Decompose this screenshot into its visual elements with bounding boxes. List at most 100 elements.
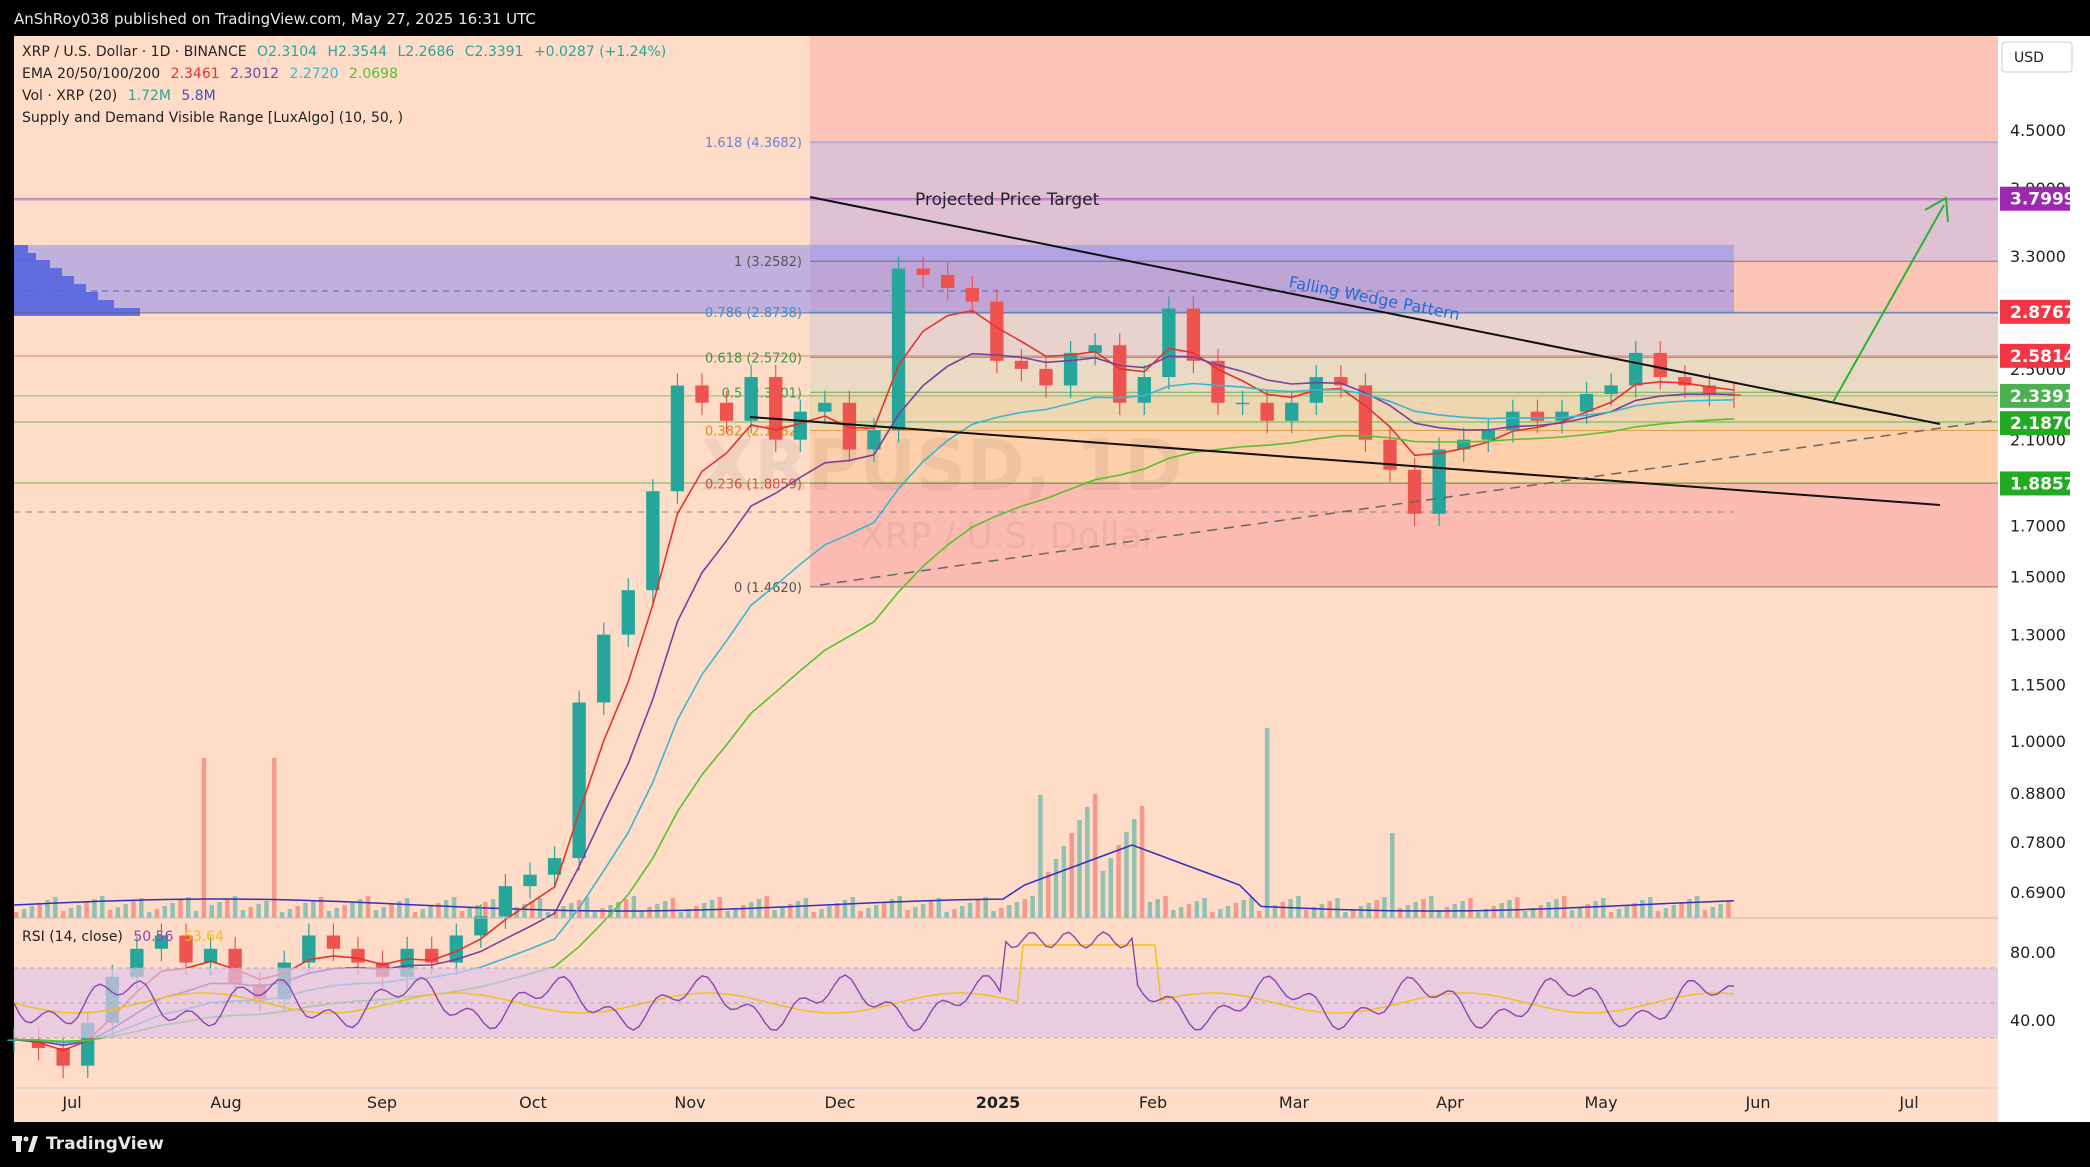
x-tick-label: Oct xyxy=(519,1093,547,1112)
currency-label: USD xyxy=(2014,50,2044,66)
symbol-legend: XRP / U.S. Dollar · 1D · BINANCE O2.3104… xyxy=(22,44,672,60)
currency-box xyxy=(2001,41,2073,73)
volume-bar xyxy=(162,906,168,918)
supply-demand-legend: Supply and Demand Visible Range [LuxAlgo… xyxy=(22,110,409,126)
y-tick-label: 1.7000 xyxy=(2010,517,2066,536)
footer-bar: TradingView xyxy=(0,1122,2090,1167)
volume-bar xyxy=(1640,900,1645,918)
volume-bar xyxy=(217,902,222,918)
volume-bar xyxy=(1038,795,1043,918)
volume-profile-bar xyxy=(14,292,98,300)
volume-bar xyxy=(264,901,269,918)
price-chart[interactable]: 1.618 (4.3682) 1 (3.2582) 0.786 (2.8738) 0.… xyxy=(0,0,2090,1122)
volume-bar xyxy=(858,911,863,918)
volume-bar xyxy=(1538,905,1544,918)
y-tick-label: 1.5000 xyxy=(2010,567,2066,586)
candle-body xyxy=(179,935,193,963)
candle-body xyxy=(1727,394,1741,396)
volume-bar xyxy=(1546,902,1551,918)
volume-bar xyxy=(889,899,895,918)
candle-body xyxy=(621,590,635,635)
x-tick-label: Sep xyxy=(367,1093,397,1112)
price-label-text: 2.8767 xyxy=(2010,303,2076,323)
volume-bar xyxy=(1225,906,1231,918)
candle-body xyxy=(695,385,709,403)
volume-bar xyxy=(1679,902,1684,918)
volume-bar xyxy=(1710,907,1716,918)
x-tick-label: Aug xyxy=(210,1093,241,1112)
rsi-legend: RSI (14, close) 50.56 53.64 xyxy=(22,929,230,945)
y-tick-label: 2.1000 xyxy=(2010,431,2066,450)
volume-bar xyxy=(1233,903,1239,918)
volume-bar xyxy=(913,907,918,918)
volume-bar xyxy=(475,905,480,918)
vol-label: Vol · XRP (20) xyxy=(22,88,118,104)
volume-bar xyxy=(983,897,988,918)
volume-bar xyxy=(1585,904,1590,918)
candle-body xyxy=(1407,469,1422,514)
price-axis-background xyxy=(1998,36,2090,1122)
wedge-lower-line xyxy=(749,416,1941,506)
volume-bar xyxy=(1124,832,1129,918)
volume-bar xyxy=(592,911,598,918)
volume-bar xyxy=(920,904,926,918)
ema-label: EMA 20/50/100/200 xyxy=(22,66,161,82)
volume-bar xyxy=(1335,898,1340,918)
volume-bar xyxy=(537,898,543,918)
fib-label: 1 (3.2582) xyxy=(734,255,802,270)
volume-bar xyxy=(827,906,832,918)
y-tick-label: 0.8800 xyxy=(2010,784,2066,803)
volume-bar xyxy=(436,903,441,918)
x-tick-label: Jul xyxy=(61,1093,81,1112)
change-value: +0.0287 (+1.24%) xyxy=(533,44,667,60)
x-tick-label: Apr xyxy=(1436,1093,1464,1112)
candle-body xyxy=(941,274,955,289)
x-tick-label: Feb xyxy=(1139,1093,1167,1112)
volume-bar xyxy=(146,912,152,918)
volume-bar xyxy=(1702,910,1708,918)
volume-bar xyxy=(960,906,965,918)
volume-bar xyxy=(584,897,590,918)
volume-profile-bar xyxy=(14,260,50,268)
close-value: C2.3391 xyxy=(464,44,524,60)
volume-bar xyxy=(928,901,934,918)
ema50-value: 2.3012 xyxy=(230,66,280,82)
ema-legend: EMA 20/50/100/200 2.3461 2.3012 2.2720 2… xyxy=(22,66,404,82)
candle-body xyxy=(1285,402,1299,421)
volume-bar xyxy=(1358,906,1364,918)
candle-body xyxy=(1457,439,1471,450)
volume-bar xyxy=(1046,872,1051,918)
volume-bar xyxy=(248,907,254,918)
volume-bar xyxy=(1507,900,1512,918)
tradingview-logo[interactable]: TradingView xyxy=(12,1134,164,1154)
rsi-tick-label: 40.00 xyxy=(2010,1011,2056,1030)
volume-bar xyxy=(850,897,856,918)
candle-body xyxy=(597,634,611,703)
fib-label: 0.786 (2.8738) xyxy=(705,306,802,321)
volume-bar xyxy=(694,906,699,918)
candle-body xyxy=(1113,345,1127,403)
projected-target-label: Projected Price Target xyxy=(915,190,1100,210)
candle-body xyxy=(1702,385,1717,395)
volume-bar xyxy=(975,900,981,918)
volume-bar xyxy=(1343,912,1348,918)
volume-bar xyxy=(483,902,488,918)
volume-bar xyxy=(279,912,285,918)
volume-profile-bar xyxy=(14,253,36,261)
volume-bar xyxy=(1569,910,1575,918)
candle-body xyxy=(1604,385,1618,395)
candle-body xyxy=(916,268,930,275)
left-edge xyxy=(0,36,14,1122)
volume-bar xyxy=(795,901,801,918)
rsi-tick-label: 80.00 xyxy=(2010,943,2056,962)
volume-bar xyxy=(1577,907,1583,918)
volume-bar xyxy=(1163,896,1168,918)
volume-bar xyxy=(1663,908,1669,918)
volume-bar xyxy=(741,905,746,918)
volume-bar xyxy=(772,910,777,918)
candle-body xyxy=(1358,385,1373,440)
volume-bar xyxy=(1249,897,1254,918)
open-value: O2.3104 xyxy=(257,44,318,60)
volume-bar xyxy=(1624,906,1630,918)
volume-bar xyxy=(318,897,324,918)
